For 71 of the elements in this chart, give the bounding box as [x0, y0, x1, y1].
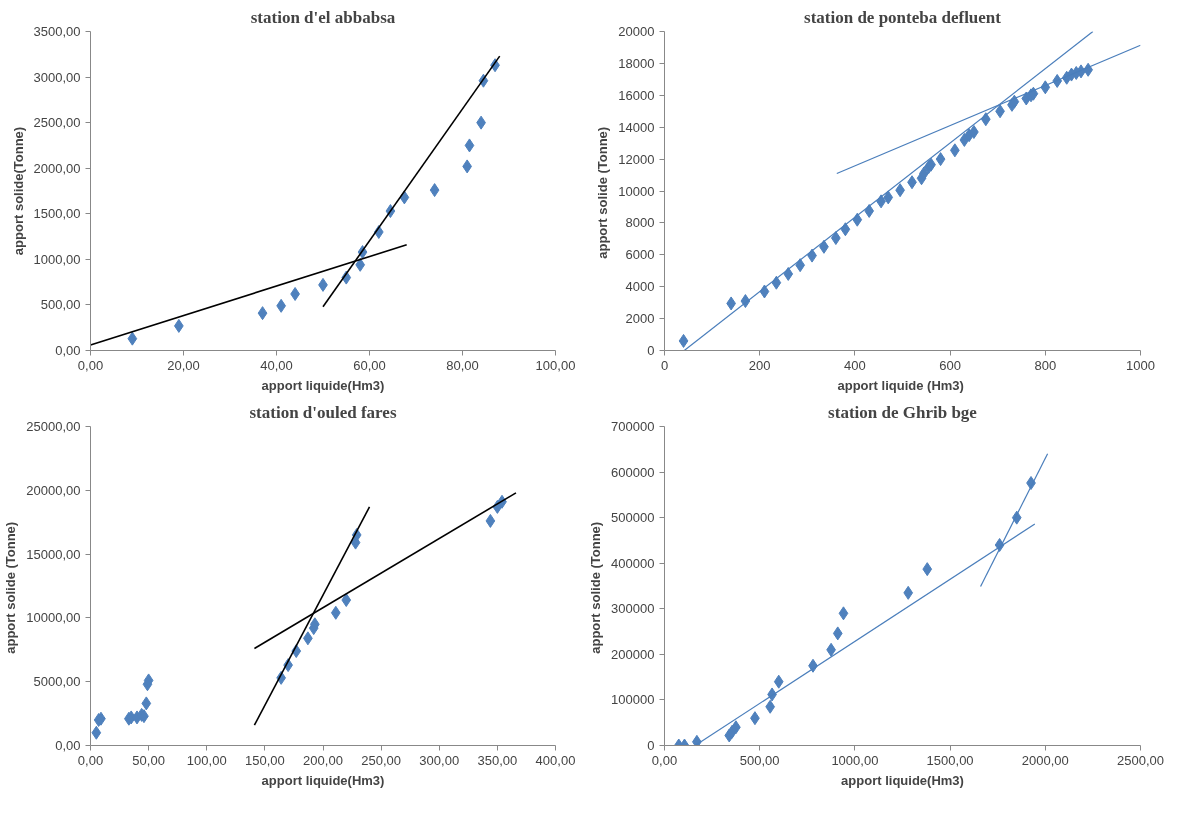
y-tick-label: 14000 — [618, 119, 655, 135]
x-tick-label: 100,00 — [535, 357, 576, 373]
chart-title: station de ponteba defluent — [804, 7, 1002, 27]
y-tick-label: 2000,00 — [33, 160, 81, 176]
y-tick-label: 300000 — [611, 601, 655, 617]
y-tick-label: 200000 — [611, 646, 655, 662]
y-tick-label: 5000,00 — [33, 674, 81, 690]
y-tick-label: 10000 — [618, 183, 655, 199]
x-tick-label: 0,00 — [77, 752, 104, 768]
x-axis-title: apport liquide(Hm3) — [261, 377, 385, 393]
y-axis-title: apport solide (Tonne) — [595, 126, 611, 259]
x-tick-label: 0 — [660, 357, 669, 373]
x-tick-label: 50,00 — [132, 752, 165, 768]
x-tick-label: 400,00 — [535, 752, 576, 768]
y-tick-label: 18000 — [618, 55, 655, 71]
y-tick-label: 20000,00 — [26, 482, 81, 498]
y-tick-label: 100000 — [611, 692, 655, 708]
x-tick-label: 400 — [844, 357, 866, 373]
x-tick-label: 2000,00 — [1021, 752, 1069, 768]
x-tick-label: 1000 — [1126, 357, 1155, 373]
x-tick-label: 1000,00 — [831, 752, 879, 768]
x-tick-label: 350,00 — [477, 752, 518, 768]
y-tick-label: 2500,00 — [33, 115, 81, 131]
y-tick-label: 0,00 — [55, 343, 81, 358]
x-tick-label: 300,00 — [419, 752, 460, 768]
x-tick-label: 500,00 — [739, 752, 780, 768]
x-tick-label: 600 — [939, 357, 961, 373]
x-tick-label: 200,00 — [303, 752, 343, 768]
x-axis-title: apport liquide(Hm3) — [261, 772, 385, 788]
y-tick-label: 0,00 — [55, 738, 81, 753]
y-axis-title: apport solide (Tonne) — [588, 521, 604, 654]
y-tick-label: 0 — [647, 343, 655, 358]
y-tick-label: 700000 — [611, 419, 655, 434]
y-tick-label: 0 — [647, 738, 655, 753]
y-tick-label: 500000 — [611, 510, 655, 526]
x-axis-title: apport liquide(Hm3) — [841, 772, 964, 788]
y-tick-label: 16000 — [618, 87, 655, 103]
y-tick-label: 20000 — [618, 24, 655, 39]
x-tick-label: 80,00 — [446, 357, 479, 373]
x-tick-label: 150,00 — [244, 752, 285, 768]
x-tick-label: 800 — [1034, 357, 1057, 373]
chart-title: station d'ouled fares — [249, 402, 397, 422]
y-tick-label: 600000 — [611, 464, 655, 480]
x-tick-label: 1500,00 — [926, 752, 974, 768]
y-tick-label: 3000,00 — [33, 69, 81, 85]
y-tick-label: 1000,00 — [33, 251, 81, 267]
x-axis-title: apport liquide (Hm3) — [837, 377, 964, 393]
y-tick-label: 4000 — [625, 279, 655, 295]
y-axis-title: apport solide (Tonne) — [3, 521, 19, 654]
y-tick-label: 10000,00 — [26, 610, 81, 626]
y-tick-label: 500,00 — [40, 297, 81, 313]
x-tick-label: 2500,00 — [1117, 752, 1164, 768]
x-tick-label: 60,00 — [353, 357, 386, 373]
y-tick-label: 12000 — [618, 151, 655, 167]
x-tick-label: 20,00 — [167, 357, 200, 373]
y-tick-label: 15000,00 — [26, 546, 81, 562]
chart-title: station d'el abbabsa — [250, 7, 396, 27]
y-tick-label: 400000 — [611, 555, 655, 571]
y-axis-title: apport solide(Tonne) — [10, 126, 26, 256]
y-tick-label: 8000 — [625, 215, 655, 231]
x-tick-label: 40,00 — [260, 357, 293, 373]
y-tick-label: 1500,00 — [33, 206, 81, 222]
x-tick-label: 200 — [748, 357, 771, 373]
y-tick-label: 3500,00 — [33, 24, 81, 39]
y-tick-label: 6000 — [625, 247, 655, 263]
y-tick-label: 2000 — [625, 311, 655, 327]
y-tick-label: 25000,00 — [26, 419, 81, 434]
x-tick-label: 250,00 — [361, 752, 402, 768]
x-tick-label: 0,00 — [77, 357, 104, 373]
x-tick-label: 100,00 — [186, 752, 227, 768]
chart-title: station de Ghrib bge — [828, 402, 978, 422]
